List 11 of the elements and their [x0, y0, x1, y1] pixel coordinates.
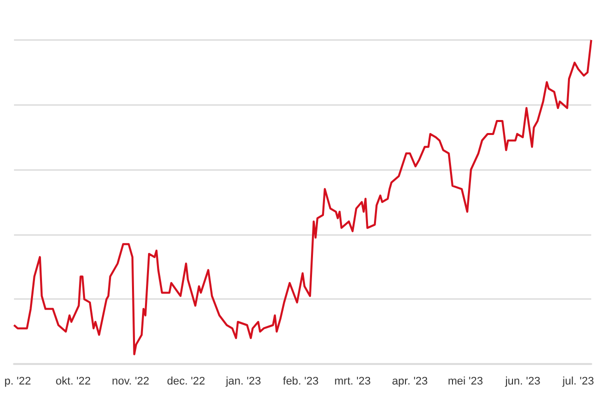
x-tick-label: dec. '22	[166, 376, 206, 388]
x-tick-label: feb. '23	[282, 376, 319, 388]
x-tick-label: p. '22	[4, 376, 31, 388]
x-tick-label: jan. '23	[224, 376, 261, 388]
x-tick-label: mrt. '23	[334, 376, 371, 388]
x-tick-label: jul. '23	[562, 376, 594, 388]
x-tick-label: okt. '22	[56, 376, 91, 388]
x-tick-label: nov. '22	[112, 376, 150, 388]
x-tick-label: jun. '23	[504, 376, 540, 388]
x-tick-label: apr. '23	[392, 376, 428, 388]
x-tick-label: mei '23	[448, 376, 483, 388]
